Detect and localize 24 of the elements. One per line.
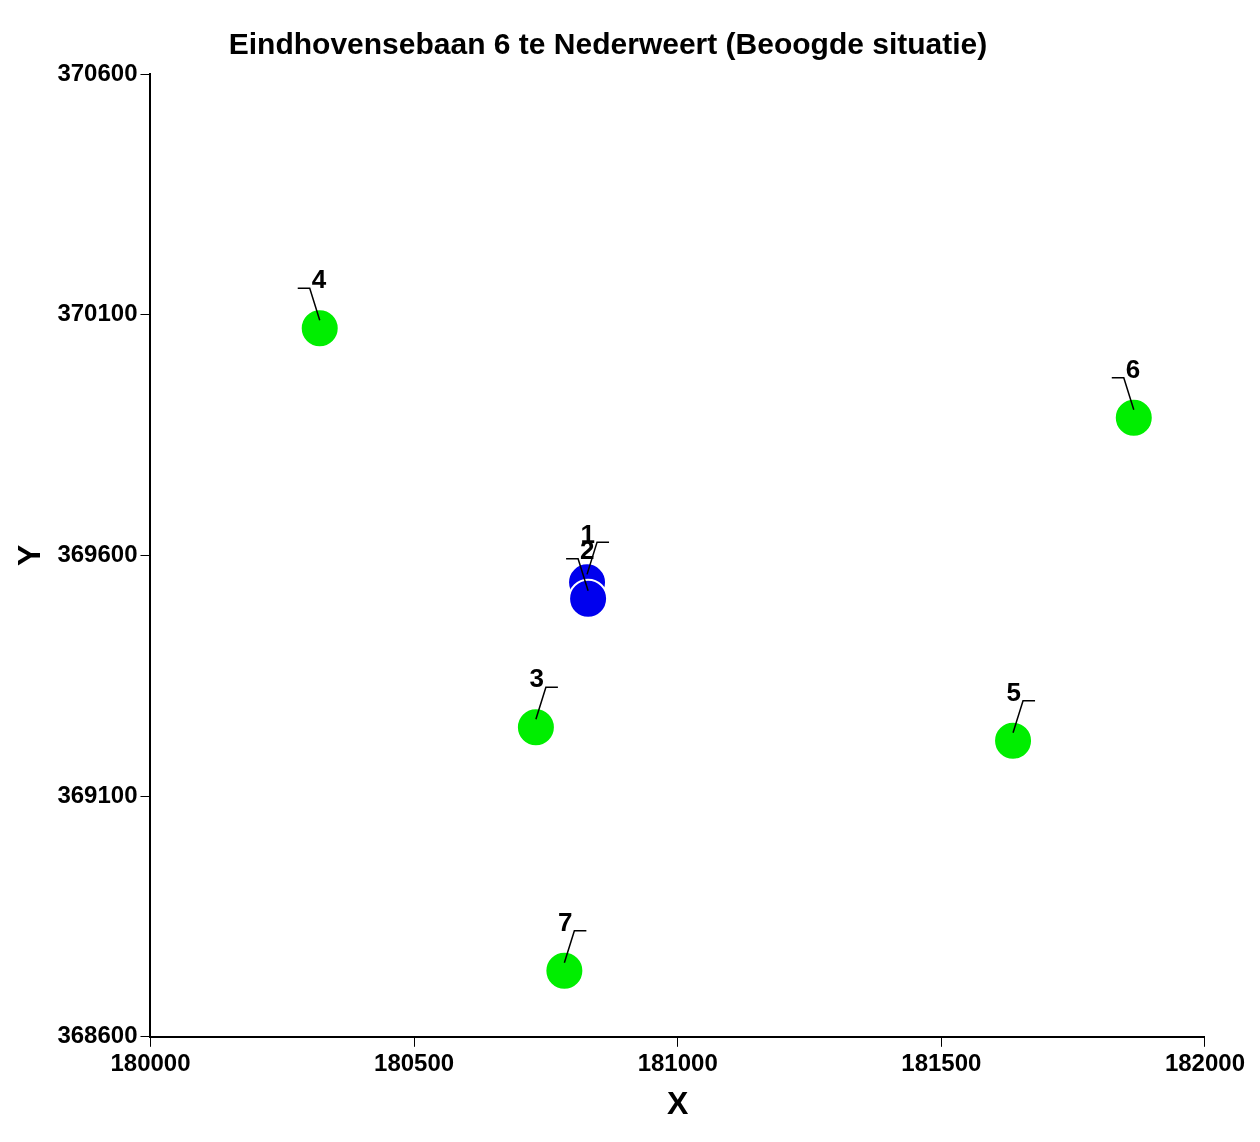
y-axis-title: Y [11,544,48,567]
point [1113,397,1154,438]
x-tick-label: 181000 [637,1048,718,1076]
point [568,578,609,619]
annotation: 4 [311,264,327,295]
y-tick-label: 369100 [57,780,138,808]
y-tick-label: 368600 [57,1021,138,1049]
annotation: 6 [1125,353,1141,384]
x-tick-label: 180500 [374,1048,455,1076]
annotation: 3 [529,663,544,694]
point [299,308,340,349]
x-tick-label: 181500 [901,1048,982,1076]
y-tick-label: 370100 [57,299,138,327]
y-tick-label: 370600 [57,58,138,86]
x-tick-label: 180000 [110,1048,191,1076]
point [515,707,556,748]
point [993,720,1034,761]
annotation: 5 [1006,676,1022,707]
point [544,950,585,991]
annotation: 7 [557,907,573,938]
x-axis-title: X [667,1084,690,1121]
y-tick-label: 369600 [57,540,138,568]
x-tick-label: 182000 [1164,1048,1245,1076]
chart-title: Eindhovensebaan 6 te Nederweert (Beoogde situatie) [228,27,988,61]
